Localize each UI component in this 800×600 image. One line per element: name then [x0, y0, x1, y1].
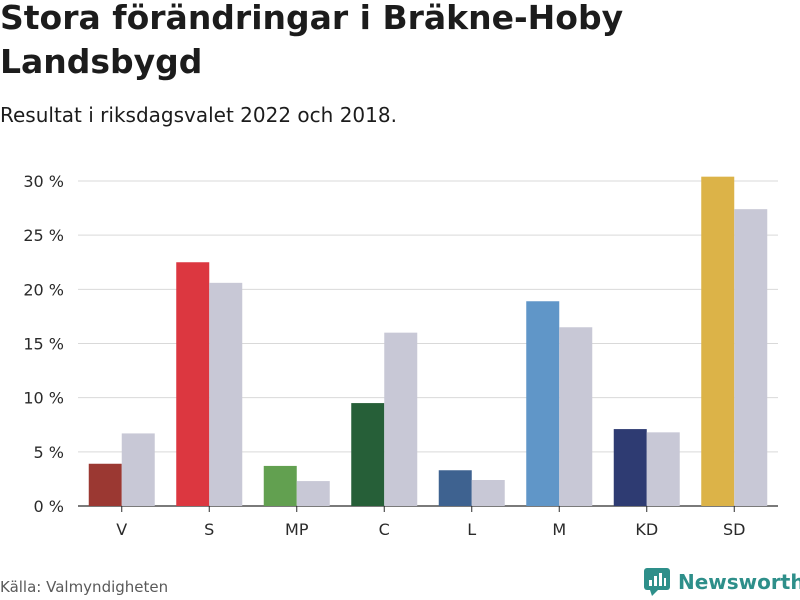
bar-2018: [734, 209, 768, 506]
bar-2022: [351, 403, 385, 506]
bar-2022: [613, 429, 647, 506]
bar-2018: [121, 433, 155, 506]
y-tick-label: 15 %: [23, 335, 64, 354]
chart-subtitle: Resultat i riksdagsvalet 2022 och 2018.: [0, 103, 397, 127]
bar-2018: [471, 480, 505, 506]
x-tick-label: M: [552, 520, 566, 539]
x-tick-label: S: [204, 520, 214, 539]
source-note: Källa: Valmyndigheten: [0, 578, 169, 596]
bar-2018: [209, 282, 243, 506]
bar-2018: [646, 432, 680, 506]
x-tick-label: L: [467, 520, 476, 539]
y-tick-label: 10 %: [23, 389, 64, 408]
bar-2022: [526, 301, 560, 506]
bar-2022: [701, 176, 735, 506]
bar-2022: [263, 465, 297, 506]
x-tick-label: KD: [635, 520, 658, 539]
y-tick-label: 0 %: [34, 497, 64, 516]
x-tick-label: SD: [723, 520, 745, 539]
x-tick-label: C: [379, 520, 390, 539]
bar-2022: [438, 470, 472, 506]
y-tick-label: 5 %: [34, 443, 64, 462]
y-tick-label: 30 %: [23, 172, 64, 191]
chart-title: Stora förändringar i Bräkne-Hoby Landsby…: [0, 0, 624, 81]
bar-2018: [384, 332, 418, 506]
newsworthy-icon: [644, 568, 670, 596]
x-tick-label: V: [116, 520, 127, 539]
bar-2022: [88, 463, 122, 506]
y-tick-label: 20 %: [23, 280, 64, 299]
x-tick-label: MP: [285, 520, 309, 539]
bar-2022: [176, 262, 210, 506]
bar-2018: [296, 481, 330, 506]
bar-2018: [559, 327, 593, 506]
brand-logo: Newsworthy: [644, 568, 800, 596]
y-tick-label: 25 %: [23, 226, 64, 245]
brand-name: Newsworthy: [678, 570, 800, 594]
